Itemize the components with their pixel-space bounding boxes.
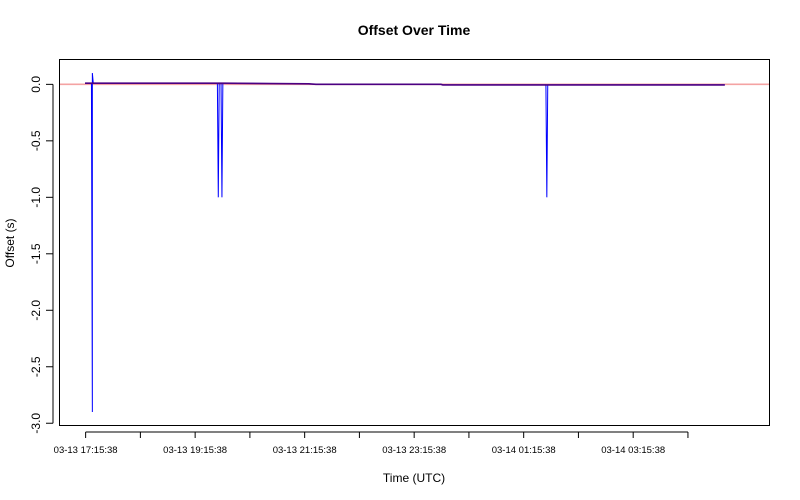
- x-axis-label: Time (UTC): [383, 471, 445, 485]
- plot-frame: [59, 59, 770, 426]
- y-tick-label: -2.0: [29, 300, 43, 321]
- y-tick-label: -2.5: [29, 356, 43, 377]
- x-tick-label: 03-13 19:15:38: [163, 445, 227, 456]
- x-axis: 03-13 17:15:38 03-13 19:15:38 03-13 21:15:…: [54, 431, 689, 456]
- x-tick-label: 03-14 03:15:38: [601, 445, 665, 456]
- x-tick-label: 03-14 01:15:38: [492, 445, 556, 456]
- y-tick-label: -1.0: [29, 187, 43, 208]
- y-tick-label: -3.0: [29, 413, 43, 434]
- chart-title: Offset Over Time: [358, 22, 471, 38]
- y-tick-label: -1.5: [29, 243, 43, 264]
- series-line-0: [85, 73, 725, 412]
- series-dense-band-0: [85, 82, 725, 86]
- x-tick-label: 03-13 23:15:38: [382, 445, 446, 456]
- x-tick-label: 03-13 21:15:38: [273, 445, 337, 456]
- plot-area: [59, 73, 769, 412]
- y-tick-label: -0.5: [29, 130, 43, 151]
- y-axis: 0.0 -0.5 -1.0 -1.5 -2.0 -2.5 -3.0: [29, 76, 54, 434]
- y-tick-label: 0.0: [29, 76, 43, 93]
- y-axis-label: Offset (s): [3, 218, 17, 267]
- x-tick-label: 03-13 17:15:38: [54, 445, 118, 456]
